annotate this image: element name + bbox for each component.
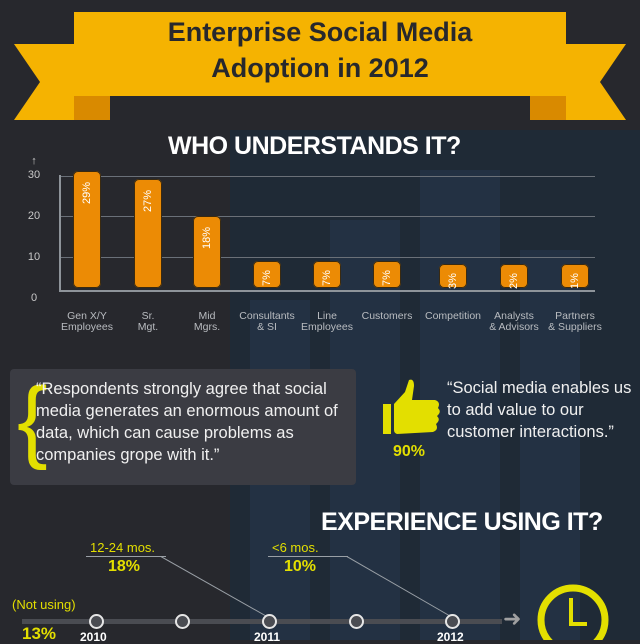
bar-value-label: 18% <box>201 227 213 250</box>
background-building <box>520 250 580 640</box>
bar: 18% <box>193 216 221 288</box>
y-axis <box>59 175 61 292</box>
timeline-node <box>262 614 277 629</box>
bar-value-label: 27% <box>142 190 154 213</box>
thumbs-up-icon <box>383 379 440 434</box>
leader-line <box>86 556 166 557</box>
bar-value-label: 29% <box>81 182 93 205</box>
arrow-right-icon: ➜ <box>503 606 522 631</box>
bar-value-label: 7% <box>321 270 333 287</box>
leader-line <box>160 556 267 617</box>
experience-heading: EXPERIENCE USING IT? <box>321 508 603 536</box>
label-not-using: (Not using) <box>12 597 76 612</box>
timeline-node <box>349 614 364 629</box>
timeline-node <box>445 614 460 629</box>
gridline <box>60 176 595 177</box>
pct-not-using: 13% <box>22 624 57 643</box>
y-axis-arrow-icon: ↑ <box>31 155 37 167</box>
y-tick: 30 <box>27 169 41 181</box>
x-axis-label: Mid Mgrs. <box>193 310 221 333</box>
bar: 29% <box>73 171 101 288</box>
quote-text-right: “Social media enables us to add value to… <box>447 379 632 441</box>
label-12-24-months: 12-24 mos. <box>90 540 156 555</box>
x-axis-label: Partners & Suppliers <box>548 310 602 333</box>
pct-under-6-months: 10% <box>284 558 317 575</box>
bar-value-label: 7% <box>261 270 273 287</box>
leader-line <box>346 556 451 617</box>
leader-line <box>268 556 348 557</box>
bar-value-label: 2% <box>508 273 520 289</box>
x-axis-label: Consultants & SI <box>239 310 295 333</box>
bar: 7% <box>373 261 401 288</box>
x-axis-label: Sr. Mgt. <box>137 310 159 333</box>
x-axis-label: Competition <box>424 310 482 322</box>
y-tick: 0 <box>30 292 38 304</box>
y-tick: 20 <box>27 210 41 222</box>
gridline <box>60 257 595 258</box>
page-title: Enterprise Social Media Adoption in 2012 <box>167 17 473 83</box>
clock-icon <box>537 584 609 640</box>
title-ribbon <box>14 12 626 120</box>
quote-text-left: “Respondents strongly agree that social … <box>36 380 338 464</box>
bar: 7% <box>253 261 281 288</box>
x-axis-label: Gen X/Y Employees <box>61 310 113 333</box>
x-axis <box>60 290 595 292</box>
y-tick: 10 <box>27 251 41 263</box>
chart-heading: WHO UNDERSTANDS IT? <box>168 132 461 160</box>
bar-value-label: 1% <box>569 273 581 289</box>
brace-icon: { <box>17 369 48 471</box>
bar-value-label: 3% <box>447 273 459 289</box>
bar: 1% <box>561 264 589 289</box>
bar: 2% <box>500 264 528 289</box>
timeline-node <box>175 614 190 629</box>
gridline <box>60 216 595 217</box>
bar: 3% <box>439 264 467 289</box>
timeline-node <box>89 614 104 629</box>
year-label: 2011 <box>254 630 281 644</box>
bar: 7% <box>313 261 341 288</box>
x-axis-label: Analysts & Advisors <box>489 310 539 333</box>
year-label: 2012 <box>437 630 464 644</box>
bar-value-label: 7% <box>381 270 393 287</box>
x-axis-label: Line Employees <box>301 310 353 333</box>
bar: 27% <box>134 179 162 288</box>
x-axis-label: Customers <box>361 310 413 322</box>
label-under-6-months: <6 mos. <box>272 540 319 555</box>
thumbs-up-percentage: 90% <box>393 443 426 460</box>
quote-box <box>10 369 356 485</box>
pct-12-24-months: 18% <box>108 558 141 575</box>
year-label: 2010 <box>80 630 107 644</box>
